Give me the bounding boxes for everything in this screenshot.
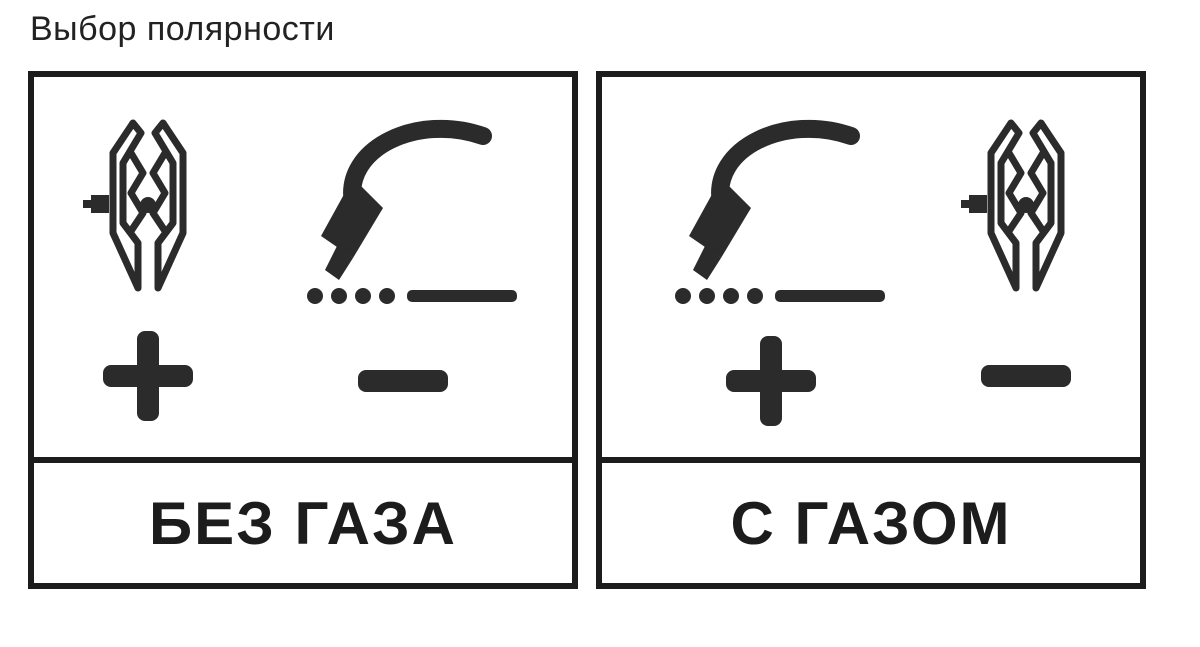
plus-icon — [726, 336, 816, 426]
torch-icon — [651, 108, 891, 308]
clamp-icon — [961, 113, 1091, 303]
col-torch-minus — [283, 108, 523, 426]
page-title: Выбор полярности — [30, 10, 1172, 49]
icon-area-with-gas — [602, 77, 1140, 463]
col-clamp-minus — [961, 113, 1091, 421]
label-no-gas: БЕЗ ГАЗА — [34, 463, 572, 583]
polarity-panel: БЕЗ ГАЗА — [28, 71, 1172, 589]
icon-area-no-gas — [34, 77, 572, 463]
clamp-icon — [83, 113, 213, 303]
col-torch-plus — [651, 108, 891, 426]
torch-icon — [283, 108, 523, 308]
label-with-gas: С ГАЗОМ — [602, 463, 1140, 583]
plus-icon — [103, 331, 193, 421]
col-clamp-plus — [83, 113, 213, 421]
minus-icon — [358, 336, 448, 426]
cell-no-gas: БЕЗ ГАЗА — [28, 71, 578, 589]
cell-with-gas: С ГАЗОМ — [596, 71, 1146, 589]
minus-icon — [981, 331, 1071, 421]
page: Выбор полярности — [0, 0, 1200, 647]
